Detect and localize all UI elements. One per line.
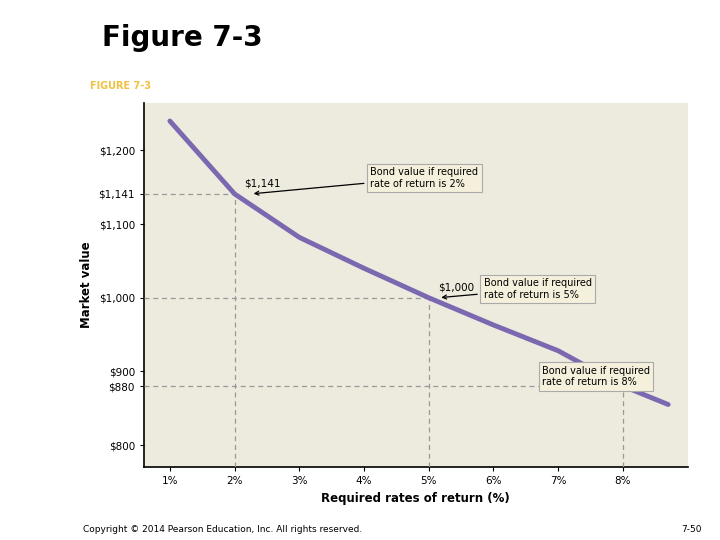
Text: FIGURE 7-3: FIGURE 7-3	[91, 80, 151, 91]
Text: $1,141: $1,141	[244, 179, 281, 189]
Text: Value and Required Rates for a 5-Year Bond at a 5 Percent Coupon Rate: Value and Required Rates for a 5-Year Bo…	[156, 80, 556, 91]
Y-axis label: Market value: Market value	[80, 241, 93, 328]
X-axis label: Required rates of return (%): Required rates of return (%)	[321, 492, 510, 505]
Text: Copyright © 2014 Pearson Education, Inc. All rights reserved.: Copyright © 2014 Pearson Education, Inc.…	[83, 524, 362, 534]
Text: 7-50: 7-50	[682, 524, 702, 534]
Text: $1,000: $1,000	[438, 282, 474, 293]
Text: Bond value if required
rate of return is 8%: Bond value if required rate of return is…	[542, 366, 650, 387]
Text: $880: $880	[588, 371, 613, 381]
Text: Bond value if required
rate of return is 2%: Bond value if required rate of return is…	[255, 167, 479, 195]
Text: Figure 7-3: Figure 7-3	[102, 24, 263, 52]
Text: Bond value if required
rate of return is 5%: Bond value if required rate of return is…	[443, 278, 592, 300]
